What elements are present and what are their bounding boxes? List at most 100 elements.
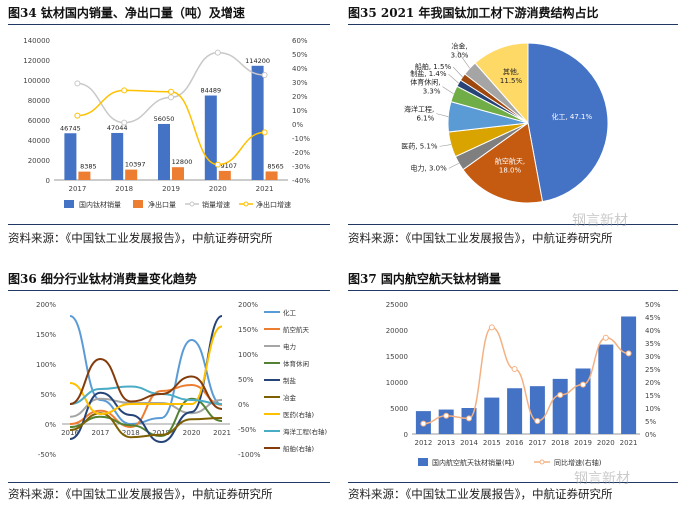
- fig34-y-tick: 0: [46, 177, 50, 185]
- fig34-y2-tick: 40%: [292, 65, 308, 73]
- fig37-y2-tick: 15%: [645, 392, 661, 400]
- fig37-x-tick: 2017: [528, 439, 546, 447]
- fig34-y-tick: 140000: [23, 37, 50, 45]
- fig35-leader-line: [448, 73, 459, 84]
- fig34-data-label: 114200: [245, 57, 270, 65]
- fig35-slice-label: 航空航天,: [495, 157, 525, 166]
- fig34-legend-swatch: [64, 200, 74, 208]
- fig35-slice-label: 体育休闲,: [410, 78, 440, 87]
- fig37-x-tick: 2021: [620, 439, 638, 447]
- fig36-legend-label: 冶金: [283, 393, 297, 402]
- fig35-slice-label: 制盐, 1.4%: [410, 69, 447, 78]
- fig34-line-point: [261, 72, 268, 78]
- fig34-x-tick: 2021: [256, 185, 274, 193]
- fig37-y2-tick: 40%: [645, 327, 661, 335]
- fig37-bar: [484, 397, 500, 434]
- fig37-y2-tick: 50%: [645, 301, 661, 309]
- fig36-legend-label: 电力: [283, 342, 296, 351]
- fig35-leader-line: [452, 66, 463, 78]
- fig34-line-point: [214, 49, 221, 56]
- fig34-legend-marker: [243, 201, 249, 207]
- fig37-x-tick: 2015: [483, 439, 501, 447]
- fig37-line-point: [511, 366, 518, 372]
- fig34-title-rule: [8, 24, 330, 25]
- watermark-top: 钢言新材: [572, 213, 628, 229]
- fig37-x-tick: 2016: [506, 439, 524, 447]
- fig37-y-tick: 25000: [386, 301, 408, 309]
- fig37-line-point: [557, 392, 564, 398]
- fig37-bar: [621, 316, 637, 434]
- panel-fig35: 图35 2021 年我国钛加工材下游消费结构占比 化工, 47.1% 航空航天, 1…: [348, 4, 678, 248]
- fig37-x-tick: 2012: [414, 439, 432, 447]
- fig34-y2-tick: -20%: [292, 149, 310, 157]
- fig34-x-tick: 2019: [162, 185, 180, 193]
- fig36-legend-label: 化工: [283, 308, 297, 317]
- fig35-slice: [527, 42, 609, 203]
- fig35-leader-line: [457, 50, 470, 69]
- fig34-y-tick: 40000: [28, 137, 50, 145]
- fig37-line-point: [534, 418, 541, 424]
- panel-fig34: 图34 钛材国内销量、净出口量（吨）及增速 0 20000 40000 60000 80…: [8, 4, 330, 248]
- fig37-y2-tick: 35%: [645, 340, 661, 348]
- fig37-line-point: [420, 420, 427, 427]
- fig35-slice-label: 3.3%: [423, 88, 441, 96]
- fig34-x-tick: 2017: [68, 185, 86, 193]
- fig37-line-point: [625, 350, 632, 357]
- fig37-line-point: [466, 415, 472, 422]
- fig34-y-tick: 60000: [28, 117, 50, 125]
- fig36-y2-tick: 50%: [238, 376, 254, 384]
- fig37-source-rule: [348, 482, 678, 483]
- panel-fig37: 图37 国内航空航天钛材销量 0 5000 10000 15000 20000 25000…: [348, 270, 678, 504]
- fig34-data-label: 46745: [60, 124, 81, 132]
- fig36-legend-label: 海洋工程(右轴): [283, 427, 327, 436]
- fig35-slice: [474, 42, 529, 125]
- fig35-slice-label: 船舶, 1.5%: [415, 62, 452, 71]
- fig34-bar: [111, 132, 124, 180]
- fig35-slice: [462, 122, 544, 204]
- fig35-source: 资料来源：《中国钛工业发展报告》，中航证券研究所: [348, 231, 613, 245]
- fig37-title: 图37 国内航空航天钛材销量: [348, 272, 501, 286]
- fig34-legend-marker: [189, 201, 195, 207]
- fig34-legend-label: 国内钛材销量: [79, 200, 121, 209]
- fig36-legend-label: 医药(右轴): [283, 410, 314, 419]
- fig37-bar: [507, 388, 523, 434]
- fig34-y2-tick: -30%: [292, 163, 310, 171]
- fig36-legend-label: 制盐: [283, 376, 297, 385]
- fig37-x-tick: 2014: [460, 439, 478, 447]
- fig36-source: 资料来源：《中国钛工业发展报告》，中航证券研究所: [8, 487, 273, 501]
- fig34-legend-label: 净出口增速: [256, 200, 291, 209]
- fig36-line-series: [69, 357, 223, 410]
- fig34-line-point: [74, 112, 81, 119]
- fig37-legend-label: 国内航空航天钛材销量(吨): [432, 458, 515, 467]
- fig36-x-tick: 2020: [183, 429, 201, 437]
- fig34-y-tick: 120000: [23, 57, 50, 65]
- fig36-y2-tick: 100%: [238, 351, 258, 359]
- fig34-data-label: 56050: [154, 115, 175, 123]
- fig34-y2-tick: 30%: [292, 79, 308, 87]
- fig36-legend-label: 船舶(右轴): [283, 444, 314, 453]
- fig34-source: 资料来源：《中国钛工业发展报告》，中航证券研究所: [8, 231, 273, 245]
- fig35-slice-label: 冶金,: [451, 42, 467, 51]
- fig34-y2-tick: 50%: [292, 51, 308, 59]
- fig34-line-point: [214, 161, 221, 168]
- fig34-x-tick: 2020: [209, 185, 227, 193]
- fig34-y-tick: 100000: [23, 77, 50, 85]
- fig36-y-tick: 0%: [45, 421, 56, 429]
- fig37-line-point: [488, 324, 495, 331]
- fig37-x-tick: 2013: [437, 439, 455, 447]
- fig34-bar: [265, 171, 278, 180]
- fig34-data-label: 8565: [267, 162, 284, 170]
- fig37-bar: [575, 368, 591, 434]
- fig34-line-point: [121, 119, 128, 126]
- fig37-line-point: [580, 381, 586, 388]
- fig37-y2-tick: 30%: [645, 353, 661, 361]
- fig34-bar: [172, 167, 184, 180]
- fig36-line-series: [69, 383, 223, 429]
- fig36-legend-label: 航空航天: [283, 325, 310, 334]
- fig34-chart: 0 20000 40000 60000 80000 100000 120000 140000 -…: [23, 37, 310, 209]
- fig34-bar: [125, 169, 138, 180]
- fig34-y2-tick: 10%: [292, 107, 308, 115]
- fig37-y-tick: 20000: [386, 327, 408, 335]
- fig34-x-tick: 2018: [115, 185, 133, 193]
- fig36-x-tick: 2021: [213, 429, 231, 437]
